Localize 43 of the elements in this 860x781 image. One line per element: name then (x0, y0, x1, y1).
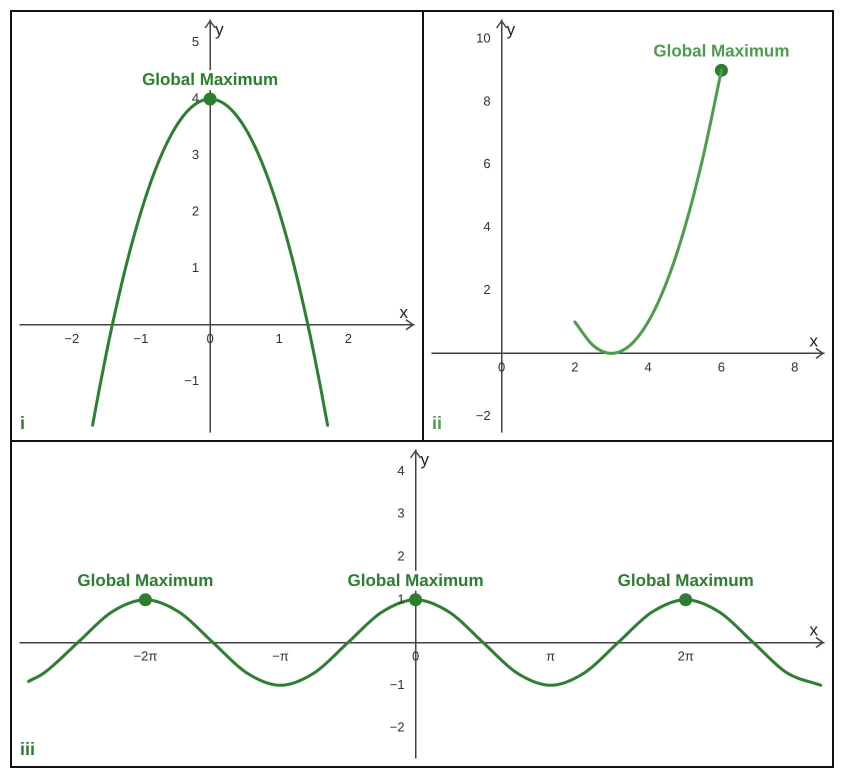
y-tick-label: −2 (390, 720, 405, 735)
y-tick-label: −1 (184, 372, 200, 388)
y-tick-label: 4 (397, 462, 405, 478)
x-axis-title: x (810, 620, 818, 640)
y-tick-label: −1 (390, 676, 405, 692)
y-tick-label: 10 (476, 30, 491, 46)
x-tick-label: 1 (276, 330, 283, 346)
x-tick-label: −1 (134, 330, 148, 346)
y-axis-title: y (420, 450, 430, 470)
annotation: Global Maximum (653, 42, 790, 61)
annotation: Global Maximum (348, 570, 484, 590)
y-tick-label: 4 (192, 90, 200, 106)
y-tick-label: 6 (483, 156, 491, 172)
x-axis-title: x (400, 302, 408, 322)
y-axis-title: y (215, 20, 224, 40)
y-tick-label: 5 (192, 34, 200, 50)
x-tick-label: 2π (678, 648, 694, 664)
annotation: i (20, 413, 26, 434)
y-tick-label: 2 (483, 282, 491, 298)
x-tick-label: −2 (64, 330, 80, 346)
y-tick-label: 4 (483, 219, 491, 234)
x-tick-label: −2π (134, 648, 158, 664)
y-tick-label: 1 (192, 260, 200, 275)
x-tick-label: 8 (791, 359, 798, 374)
annotation: Global Maximum (618, 570, 754, 590)
x-axis-title: x (810, 332, 818, 351)
annotation: Global Maximum (142, 70, 278, 90)
y-tick-label: 3 (397, 506, 405, 521)
y-tick-label: 3 (192, 147, 200, 162)
x-tick-label: 6 (718, 359, 726, 374)
y-tick-label: 8 (483, 93, 491, 108)
y-tick-label: 2 (192, 203, 200, 218)
x-tick-label: 2 (344, 330, 352, 346)
annotation: iii (20, 739, 36, 760)
y-tick-label: 2 (397, 548, 405, 564)
y-axis-title: y (506, 20, 516, 40)
annotation: Global Maximum (77, 570, 214, 590)
x-tick-label: −π (272, 648, 289, 664)
x-tick-label: 2 (571, 359, 578, 374)
x-tick-label: π (546, 648, 556, 664)
annotation: ii (432, 413, 442, 434)
y-tick-label: −2 (476, 408, 491, 423)
x-tick-label: 4 (644, 359, 652, 374)
